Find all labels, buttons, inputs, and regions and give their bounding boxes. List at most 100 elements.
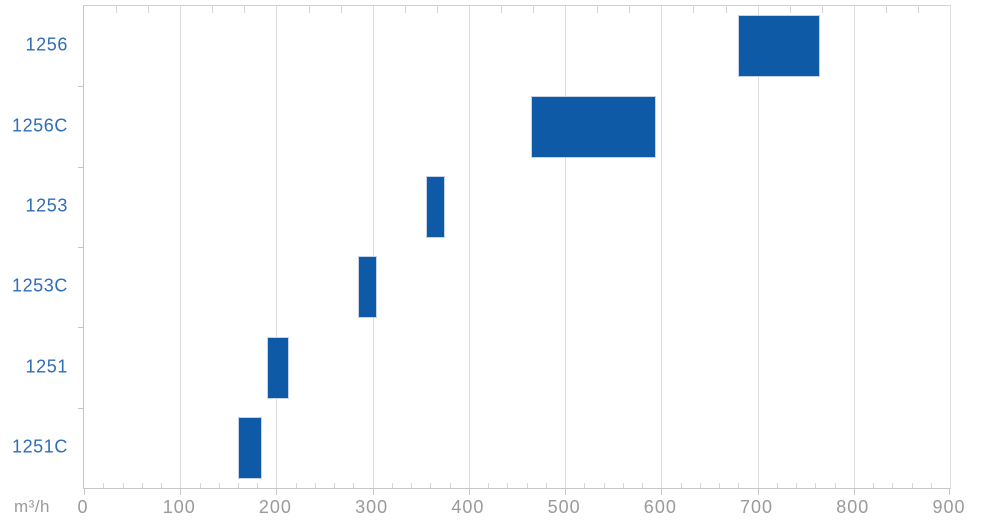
- gridline-800: [853, 6, 855, 488]
- top-minor-tick: [212, 6, 214, 13]
- x-minor-tick: [911, 483, 913, 488]
- category-label-1251: 1251: [25, 356, 68, 376]
- top-minor-tick: [597, 6, 599, 13]
- range-bar-1251: [266, 336, 289, 399]
- x-major-tick-300: [372, 488, 374, 495]
- x-minor-tick: [122, 483, 124, 488]
- x-minor-tick: [526, 483, 528, 488]
- x-minor-tick: [257, 483, 259, 488]
- top-minor-tick: [340, 6, 342, 13]
- top-minor-tick: [629, 6, 631, 13]
- top-minor-tick: [244, 6, 246, 13]
- x-minor-tick: [161, 483, 162, 488]
- top-minor-tick: [404, 6, 406, 13]
- x-minor-tick: [411, 483, 413, 488]
- x-tick-label-100: 100: [162, 497, 196, 517]
- gridline-200: [276, 6, 278, 488]
- top-minor-tick: [821, 6, 823, 13]
- x-minor-tick: [218, 483, 220, 488]
- x-minor-tick: [738, 483, 740, 488]
- gridline-600: [661, 6, 663, 488]
- range-bar-1256C: [531, 95, 657, 158]
- x-minor-tick: [873, 483, 874, 488]
- x-minor-tick: [584, 483, 586, 488]
- x-major-tick-0: [84, 488, 85, 495]
- x-minor-tick: [507, 483, 509, 488]
- x-minor-tick: [642, 483, 644, 488]
- x-minor-tick: [603, 483, 605, 488]
- range-bar-1253: [425, 175, 445, 238]
- category-label-1256C: 1256C: [11, 115, 68, 135]
- plot-area: [78, 5, 951, 495]
- x-minor-tick: [488, 483, 490, 488]
- x-minor-tick: [199, 483, 201, 488]
- gridline-700: [757, 6, 759, 488]
- top-minor-tick: [885, 6, 887, 13]
- x-tick-label-0: 0: [77, 497, 89, 517]
- top-minor-tick: [693, 6, 695, 13]
- y-axis-row-tick: [78, 407, 84, 409]
- x-minor-tick: [719, 483, 721, 488]
- y-axis-row-tick: [78, 327, 84, 329]
- top-minor-tick: [436, 6, 438, 13]
- category-label-1253C: 1253C: [11, 275, 68, 296]
- x-minor-tick: [815, 483, 817, 488]
- x-tick-label-300: 300: [355, 497, 389, 517]
- x-minor-tick: [930, 483, 932, 488]
- x-major-tick-200: [276, 488, 278, 495]
- x-major-tick-600: [661, 488, 663, 495]
- top-minor-tick: [501, 6, 502, 13]
- top-minor-tick: [308, 6, 310, 13]
- x-minor-tick: [834, 483, 836, 488]
- x-major-tick-100: [180, 488, 182, 495]
- x-minor-tick: [680, 483, 682, 488]
- y-axis-row-tick: [78, 247, 84, 248]
- gridline-100: [180, 6, 182, 488]
- x-minor-tick: [141, 483, 143, 488]
- category-label-1256: 1256: [25, 34, 68, 55]
- x-minor-tick: [430, 483, 432, 488]
- range-bar-1256: [738, 15, 821, 78]
- x-tick-label-900: 900: [932, 497, 966, 517]
- x-axis-unit-label: m³/h: [14, 497, 50, 516]
- x-minor-tick: [314, 483, 316, 488]
- x-minor-tick: [391, 483, 393, 488]
- gridline-300: [372, 6, 374, 488]
- x-tick-label-800: 800: [836, 497, 870, 517]
- top-minor-tick: [148, 6, 150, 13]
- x-major-tick-700: [757, 488, 759, 495]
- x-tick-label-200: 200: [258, 497, 292, 517]
- top-minor-tick: [116, 6, 118, 13]
- x-major-tick-900: [949, 488, 950, 495]
- range-bar-1253C: [358, 256, 378, 319]
- x-minor-tick: [892, 483, 894, 488]
- x-major-tick-400: [468, 488, 470, 495]
- x-minor-tick: [622, 483, 624, 488]
- x-tick-label-400: 400: [451, 497, 485, 517]
- x-major-tick-800: [853, 488, 855, 495]
- y-axis-row-tick: [78, 166, 84, 168]
- x-tick-label-600: 600: [643, 497, 677, 517]
- x-minor-tick: [449, 483, 451, 488]
- x-minor-tick: [796, 483, 797, 488]
- x-tick-label-700: 700: [740, 497, 774, 517]
- top-minor-tick: [533, 6, 534, 13]
- x-minor-tick: [776, 483, 778, 488]
- x-minor-tick: [545, 483, 547, 488]
- x-minor-tick: [103, 483, 105, 488]
- x-minor-tick: [699, 483, 701, 488]
- category-label-1251C: 1251C: [11, 436, 68, 457]
- top-minor-tick: [789, 6, 791, 13]
- x-tick-label-500: 500: [547, 497, 581, 517]
- y-axis-row-tick: [78, 86, 84, 88]
- range-bar-1251C: [238, 416, 263, 479]
- x-minor-tick: [238, 483, 239, 488]
- x-minor-tick: [295, 483, 297, 488]
- gridline-500: [565, 6, 567, 488]
- top-minor-tick: [917, 6, 919, 13]
- category-label-1253: 1253: [25, 195, 68, 216]
- x-minor-tick: [334, 483, 336, 488]
- top-minor-tick: [725, 6, 727, 13]
- x-minor-tick: [353, 483, 355, 488]
